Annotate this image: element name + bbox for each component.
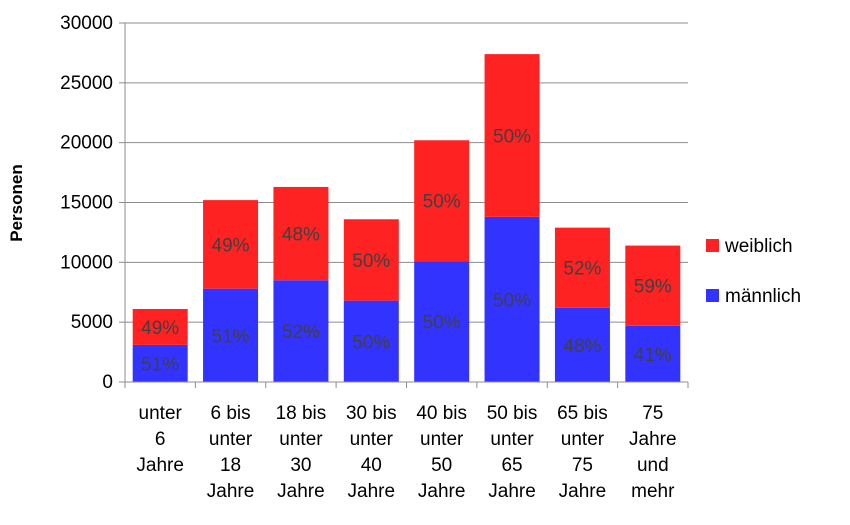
x-tick-label-line: 6 bis [210,403,250,424]
x-tick-label-line: unter [279,429,323,450]
x-tick-label: 40 bis unter 50 Jahre [416,403,467,502]
bar-weiblich [554,227,610,308]
x-tick-label: 65 bis unter 75 Jahre [557,403,608,502]
data-label: 49% [212,235,250,256]
x-tick-label-line: 40 [361,455,382,476]
x-tick-label-line: Jahre [207,481,255,502]
x-tick-label: 6 bis unter 18 Jahre [207,403,255,502]
x-tick-label: unter 6 Jahre [136,403,184,476]
legend-label: weiblich [724,236,793,257]
legend-swatch [706,289,719,302]
x-tick-label-line: Jahre [488,481,536,502]
x-tick-label-line: und [637,455,669,476]
y-tick-label: 0 [102,372,113,393]
x-tick-label-line: 18 bis [276,403,327,424]
x-tick-label-line: 50 bis [487,403,538,424]
x-tick-label-line: 30 bis [346,403,397,424]
x-tick-label-line: 40 bis [416,403,467,424]
x-tick-label-line: 65 [501,455,522,476]
x-tick-label-line: 50 [431,455,452,476]
y-tick-label: 30000 [60,13,113,34]
data-label: 48% [282,225,320,246]
y-tick-label: 10000 [60,252,113,273]
x-tick-label: 30 bis unter 40 Jahre [346,403,397,502]
bars [132,54,681,382]
y-tick-label: 25000 [60,73,113,94]
legend: weiblich männlich [706,236,801,307]
bar-weiblich [625,245,681,326]
x-tick-label-line: Jahre [418,481,466,502]
x-tick-label-line: Jahre [559,481,607,502]
axes: 0 5000 10000 15000 20000 25000 30000 unter 6 Jahr… [60,13,689,502]
bar-weiblich [414,140,470,262]
data-label: 50% [352,251,390,272]
x-tick-label-line: unter [561,429,605,450]
x-tick-label-line: 18 [220,455,241,476]
x-tick-label-line: Jahre [348,481,396,502]
x-tick-label-line: 30 [290,455,311,476]
x-tick-label-line: unter [420,429,464,450]
y-tick-label: 15000 [60,193,113,214]
data-label: 51% [212,326,250,347]
y-axis-title: Personen [7,164,26,241]
data-label: 50% [423,192,461,213]
x-tick-label-line: 75 [642,403,663,424]
x-tick-label-line: unter [490,429,534,450]
x-tick-label-line: Jahre [136,455,184,476]
data-label: 49% [141,318,179,339]
data-label: 41% [634,345,672,366]
bar-maennlich [414,261,470,382]
data-label: 50% [493,126,531,147]
x-tick-label-line: 75 [572,455,593,476]
x-tick-label: 50 bis unter 65 Jahre [487,403,538,502]
bar-weiblich [484,54,540,217]
x-tick-label-line: unter [139,403,183,424]
data-label: 59% [634,277,672,298]
x-tick-label-line: mehr [631,481,675,502]
data-label: 50% [423,313,461,334]
bar-maennlich [625,325,681,382]
y-tick-label: 5000 [71,312,113,333]
bar-maennlich [203,288,259,382]
bar-maennlich [273,280,329,382]
bar-weiblich [203,200,259,289]
x-tick-label-line: 65 bis [557,403,608,424]
x-tick-label-line: unter [350,429,394,450]
bar-weiblich [132,309,188,345]
bar-maennlich [554,307,610,382]
data-labels: 51% 49% 51% 49% 52% 48% 50% 50% 50% 50% 50% 50% 48% 5… [141,126,672,375]
bar-maennlich [343,300,399,382]
x-tick-label-line: Jahre [629,429,677,450]
data-label: 52% [563,259,601,280]
data-label: 52% [282,322,320,343]
bar-weiblich [343,219,399,301]
data-label: 51% [141,354,179,375]
data-label: 50% [493,290,531,311]
bar-maennlich [132,344,188,382]
data-label: 48% [563,336,601,357]
y-tick-label: 20000 [60,133,113,154]
x-tick-label-line: Jahre [277,481,325,502]
x-tick-label-line: 6 [155,429,166,450]
data-label: 50% [352,332,390,353]
legend-swatch [706,239,719,252]
x-tick-label: 75 Jahre und mehr [629,403,677,502]
legend-label: männlich [725,286,801,307]
x-tick-label-line: unter [209,429,253,450]
bar-maennlich [484,216,540,382]
x-tick-label: 18 bis unter 30 Jahre [276,403,327,502]
bar-weiblich [273,186,329,281]
